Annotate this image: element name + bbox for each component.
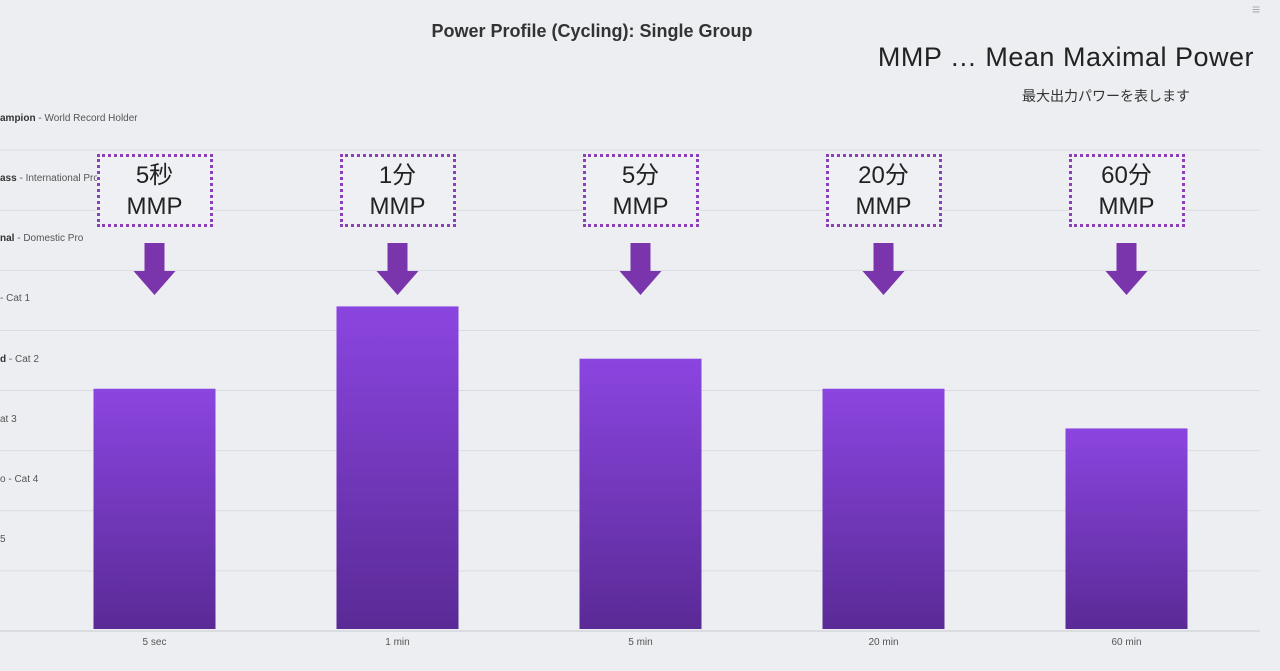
y-tick-label: 5 (0, 533, 6, 545)
callout-metric: MMP (855, 192, 912, 220)
y-tick-label: o - Cat 4 (0, 473, 39, 485)
y-tick-label: ass - International Pro (0, 173, 99, 184)
mmp-callout-box: 20分 MMP (825, 154, 942, 227)
y-tick-label-prefix: d (0, 353, 7, 365)
x-tick-label: 5 sec (143, 637, 167, 648)
callout-duration: 20分 (858, 161, 909, 189)
mmp-definition: MMP … Mean Maximal Power (877, 42, 1254, 72)
x-tick-label: 5 min (628, 637, 652, 648)
callout-metric: MMP (126, 192, 183, 220)
x-tick-label: 60 min (1111, 637, 1141, 648)
y-tick-label: d - Cat 2 (0, 354, 39, 365)
y-tick-label-desc: - World Record Holder (35, 113, 138, 125)
mmp-callout-box: 60分 MMP (1068, 154, 1185, 227)
bar-1-min[interactable] (336, 306, 459, 629)
y-tick-label: at 3 (0, 413, 17, 425)
bar-60-min[interactable] (1065, 428, 1188, 629)
callout-metric: MMP (612, 192, 669, 220)
mmp-definition-japanese: 最大出力パワーを表します (1022, 88, 1190, 104)
callout-metric: MMP (369, 192, 426, 220)
y-tick-label: ampion - World Record Holder (0, 113, 138, 124)
x-tick-label: 20 min (868, 637, 898, 648)
down-arrow-icon (133, 243, 176, 295)
y-tick-label-desc: - Domestic Pro (14, 233, 84, 245)
y-tick-label-prefix: ampion (0, 113, 36, 125)
mmp-callout-box: 1分 MMP (339, 154, 456, 227)
bar-5-min[interactable] (579, 358, 702, 629)
down-arrow-icon (1105, 243, 1148, 295)
mmp-callout-box: 5分 MMP (582, 154, 699, 227)
bar-20-min[interactable] (822, 388, 945, 629)
y-tick-label-desc: - International Pro (16, 173, 99, 185)
y-tick-label: - Cat 1 (0, 293, 31, 305)
callout-duration: 5秒 (135, 161, 174, 189)
y-tick-label-desc: - Cat 2 (6, 353, 39, 365)
y-tick-label: nal - Domestic Pro (0, 233, 83, 244)
callout-duration: 1分 (378, 161, 417, 189)
chart-title: Power Profile (Cycling): Single Group (431, 21, 753, 41)
y-tick-label-prefix: nal (0, 233, 15, 245)
x-tick-label: 1 min (385, 637, 409, 648)
down-arrow-icon (376, 243, 419, 295)
hamburger-menu-icon[interactable]: ≡ (1252, 1, 1261, 17)
down-arrow-icon (862, 243, 905, 295)
callout-metric: MMP (1098, 192, 1155, 220)
mmp-callout-box: 5秒 MMP (96, 154, 213, 227)
down-arrow-icon (619, 243, 662, 295)
bar-5-sec[interactable] (93, 388, 216, 629)
callout-duration: 5分 (621, 161, 660, 189)
callout-duration: 60分 (1101, 161, 1152, 189)
y-tick-label-prefix: ass (0, 173, 17, 185)
